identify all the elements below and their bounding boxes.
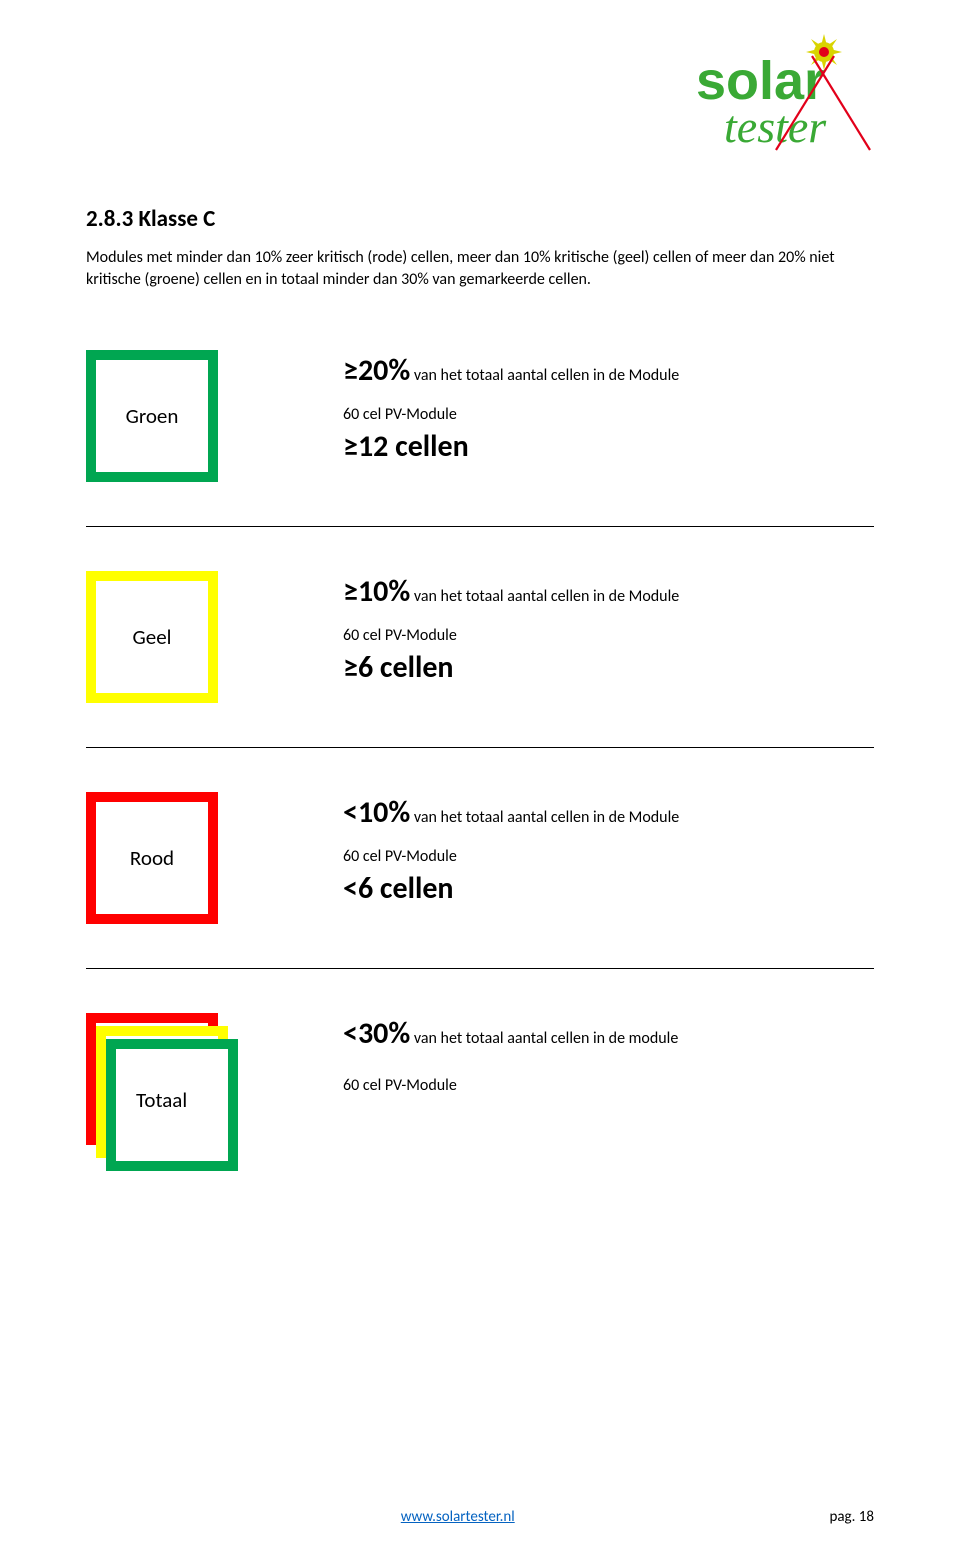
footer-link[interactable]: www.solartester.nl xyxy=(401,1508,515,1526)
totaal-suffix: van het totaal aantal cellen in de modul… xyxy=(410,1029,678,1048)
rood-cells: <6 cellen xyxy=(343,870,679,907)
geel-cells: ≥6 cellen xyxy=(343,649,679,686)
page-number: pag. 18 xyxy=(829,1508,874,1526)
groen-percent: ≥20% xyxy=(343,352,410,389)
box-groen: Groen xyxy=(86,350,218,482)
totaal-percent: <30% xyxy=(343,1015,410,1052)
groen-pvmod: 60 cel PV-Module xyxy=(343,405,679,424)
groen-cells: ≥12 cellen xyxy=(343,428,679,465)
box-rood: Rood xyxy=(86,792,218,924)
row-rood: Rood <10% van het totaal aantal cellen i… xyxy=(86,792,874,969)
rood-pvmod: 60 cel PV-Module xyxy=(343,847,679,866)
geel-pvmod: 60 cel PV-Module xyxy=(343,626,679,645)
rood-percent: <10% xyxy=(343,794,410,831)
solar-tester-logo: solar tester xyxy=(694,34,874,154)
section-title: 2.8.3 Klasse C xyxy=(86,205,874,233)
row-geel: Geel ≥10% van het totaal aantal cellen i… xyxy=(86,571,874,748)
geel-percent: ≥10% xyxy=(343,573,410,610)
box-totaal-stack: Totaal xyxy=(86,1013,238,1171)
rood-suffix: van het totaal aantal cellen in de Modul… xyxy=(410,808,679,827)
row-groen: Groen ≥20% van het totaal aantal cellen … xyxy=(86,350,874,527)
totaal-pvmod: 60 cel PV-Module xyxy=(343,1076,678,1095)
totaal-label: Totaal xyxy=(136,1087,187,1113)
geel-suffix: van het totaal aantal cellen in de Modul… xyxy=(410,587,679,606)
groen-suffix: van het totaal aantal cellen in de Modul… xyxy=(410,366,679,385)
logo-word2: tester xyxy=(724,101,827,152)
intro-text: Modules met minder dan 10% zeer kritisch… xyxy=(86,247,874,290)
box-geel: Geel xyxy=(86,571,218,703)
row-totaal: Totaal <30% van het totaal aantal cellen… xyxy=(86,1013,874,1171)
